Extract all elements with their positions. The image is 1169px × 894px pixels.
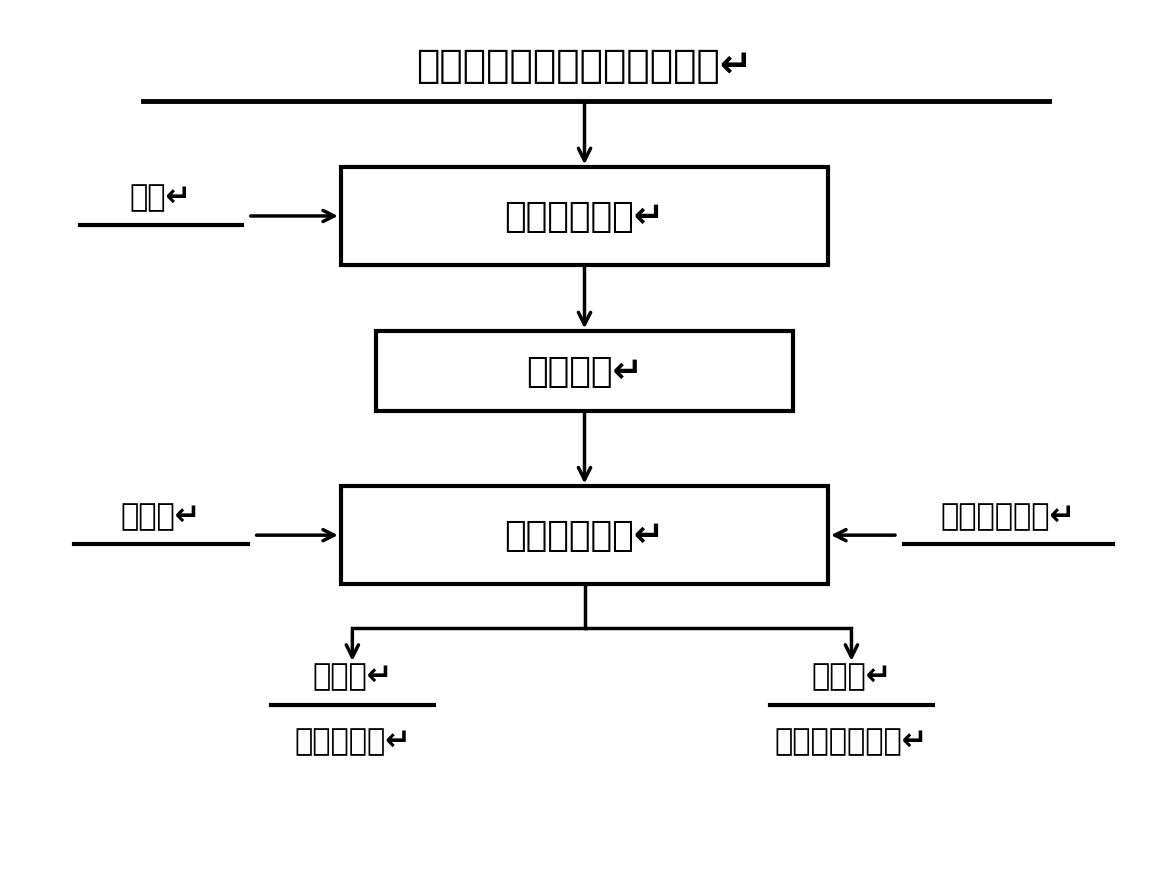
Text: （送回收）↵: （送回收）↵: [293, 727, 410, 755]
Text: 浸出渣↵: 浸出渣↵: [312, 661, 393, 690]
Bar: [340, 487, 829, 585]
Text: 中温氧化焙烧↵: 中温氧化焙烧↵: [505, 199, 664, 233]
Text: 水合肼↵: 水合肼↵: [120, 502, 201, 530]
Text: （送萃取分离）↵: （送萃取分离）↵: [775, 727, 928, 755]
Text: 废旧三元锂离子电池正极材料↵: 废旧三元锂离子电池正极材料↵: [416, 47, 753, 85]
Text: 氧气↵: 氧气↵: [130, 182, 192, 212]
Text: 氨水和硫酸铵↵: 氨水和硫酸铵↵: [941, 502, 1075, 530]
Bar: [375, 332, 794, 411]
Text: 浸出液↵: 浸出液↵: [811, 661, 892, 690]
Text: 焙烧产物↵: 焙烧产物↵: [526, 355, 643, 389]
Text: 加压还原浸出↵: 加压还原浸出↵: [505, 519, 664, 552]
Bar: [340, 168, 829, 266]
